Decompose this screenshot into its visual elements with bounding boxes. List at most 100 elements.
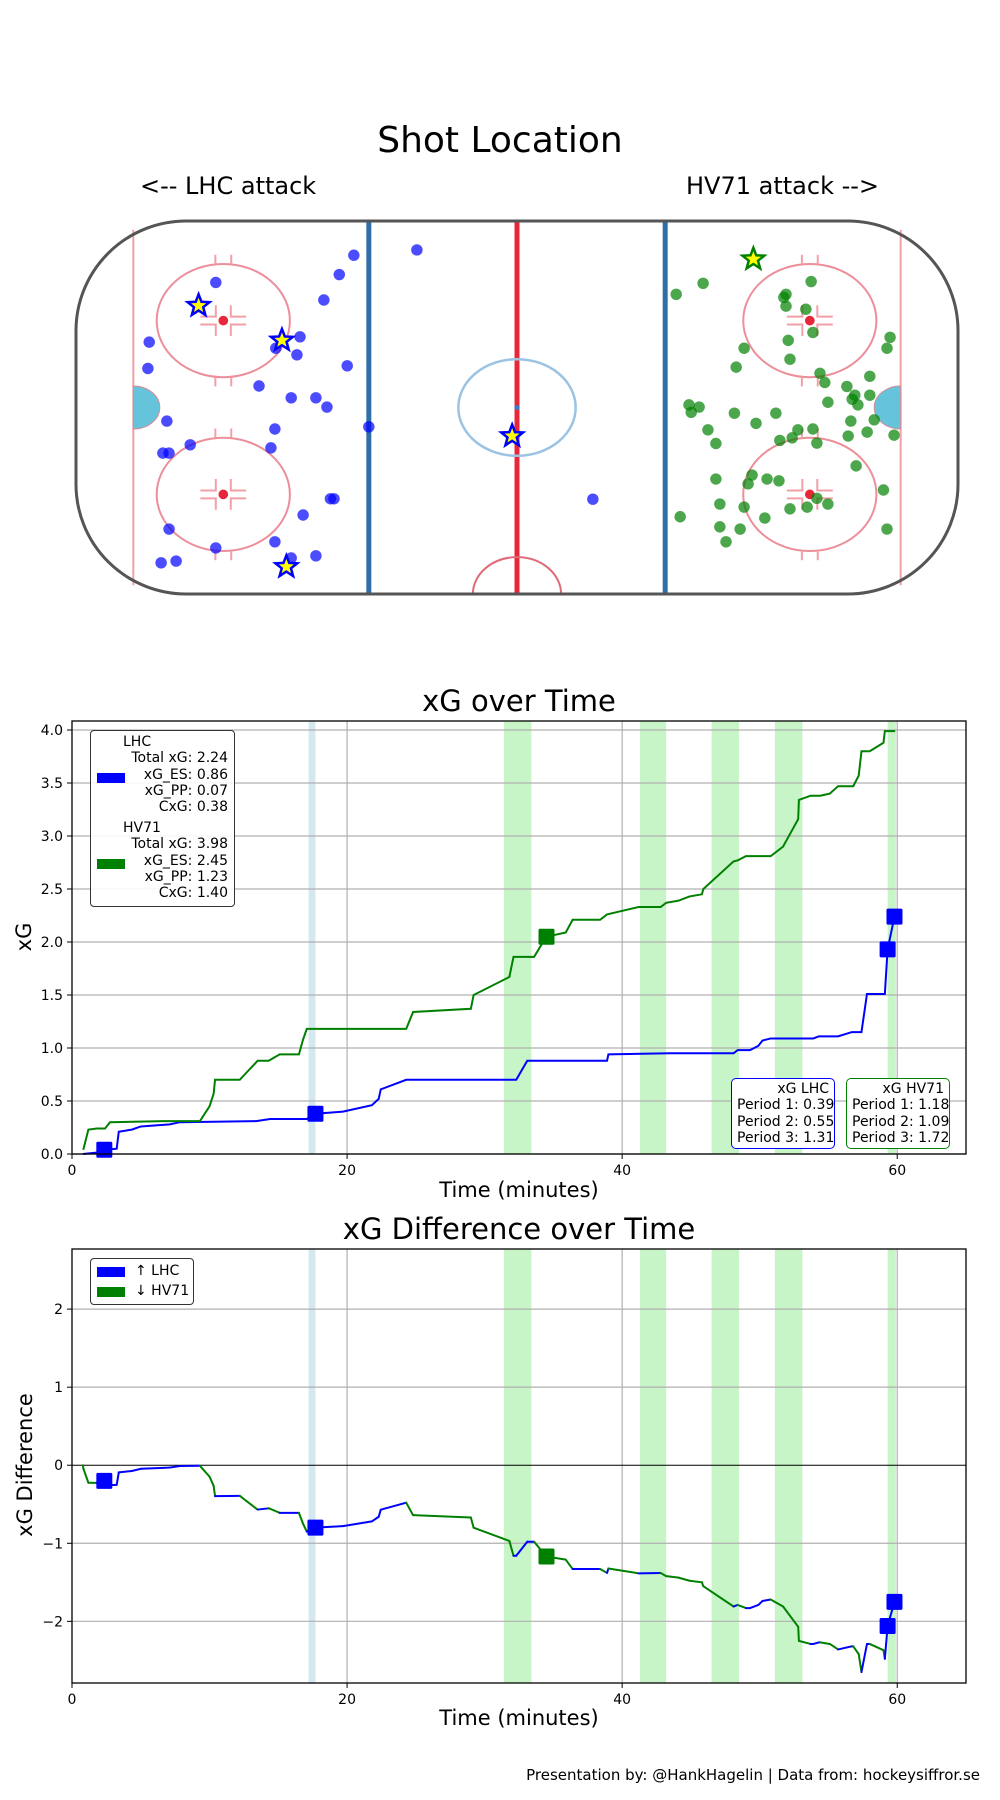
goal-marker-lhc [886, 908, 903, 925]
y-tick-label: 1 [54, 1380, 63, 1396]
goal-crease-right [874, 386, 900, 429]
center-circle [458, 359, 575, 456]
period-lhc-p1: Period 1: 0.39 [737, 1097, 835, 1114]
legend-hv71-cxg: CxG: 1.40 [158, 885, 228, 902]
shot-dot-hv71 [773, 475, 785, 487]
hv71-attack-label: HV71 attack --> [686, 172, 880, 200]
x-tick-label: 20 [338, 1163, 356, 1179]
series-line-lhc [82, 916, 896, 1155]
diff-goal-marker-hv71 [538, 1548, 555, 1565]
center-dot [514, 404, 520, 411]
diff-segment-lhc [377, 1508, 382, 1518]
legend-hv71-total: Total xG: 3.98 [131, 836, 228, 853]
diff-segment-lhc [256, 1507, 270, 1511]
diff-segment-hv71 [607, 1567, 640, 1575]
period-hv71-p2: Period 2: 1.09 [852, 1113, 950, 1130]
legend-lhc-name: LHC [123, 734, 152, 750]
faceoff-circle [743, 264, 876, 377]
legend-lhc-total: Total xG: 2.24 [131, 750, 228, 767]
shot-dot-hv71 [822, 498, 834, 510]
chart1-frame [71, 720, 967, 1155]
diff-goal-marker-lhc [879, 1618, 896, 1635]
faceoff-hash-mark [817, 479, 832, 490]
diff-segment-hv71 [688, 1579, 703, 1584]
shot-dot-lhc [265, 442, 277, 454]
x-tick-label: 60 [888, 1163, 906, 1179]
powerplay-band-hv71 [711, 1249, 740, 1683]
diff-segment-lhc [370, 1515, 380, 1523]
shot-dot-hv71 [822, 396, 834, 408]
shot-dot-lhc [253, 380, 265, 392]
shot-dot-hv71 [685, 406, 697, 419]
y-tick-label: 2.0 [41, 935, 63, 951]
shot-dot-hv71 [738, 501, 750, 513]
shot-dot-lhc [321, 401, 333, 413]
goal-marker-lhc [307, 1105, 324, 1122]
shot-dot-hv71 [801, 501, 813, 513]
shot-dot-hv71 [750, 417, 762, 430]
legend-text-hv71: HV71 Total xG: 3.98 xG_ES: 2.45 xG_PP: 1… [123, 820, 228, 901]
chart2-title: xG Difference over Time [342, 1212, 696, 1246]
goal-star-lhc [188, 294, 210, 315]
x-tick-label: 20 [338, 1692, 356, 1708]
goal-star-hv71 [742, 248, 764, 269]
faceoff-hash-mark [231, 479, 246, 490]
shot-dot-lhc [285, 392, 297, 404]
y-tick-label: −2 [42, 1614, 63, 1630]
faceoff-hash-mark [817, 305, 832, 316]
shot-dot-lhc [411, 244, 423, 256]
shot-dot-lhc [348, 249, 360, 261]
chart1-ylabel: xG [12, 922, 36, 952]
diff-segment-lhc [139, 1466, 165, 1470]
shot-dot-hv71 [730, 361, 742, 373]
referee-crease [473, 557, 561, 594]
shot-dot-lhc [341, 360, 353, 372]
shot-dot-hv71 [674, 511, 686, 523]
shot-dot-hv71 [811, 492, 823, 505]
shot-dot-hv71 [742, 478, 754, 490]
y-tick-label: −1 [42, 1536, 63, 1552]
legend-hv71-es: xG_ES: 2.45 [143, 852, 228, 869]
faceoff-hash-mark [200, 498, 215, 509]
faceoff-hash-mark [200, 479, 215, 490]
shot-dot-hv71 [784, 353, 796, 365]
shot-dot-hv71 [852, 399, 864, 411]
shot-dot-hv71 [714, 498, 726, 510]
shot-dot-hv71 [861, 426, 873, 438]
shot-dot-lhc [161, 415, 173, 427]
shot-dot-hv71 [868, 414, 880, 426]
shot-dot-lhc [210, 542, 222, 554]
shot-dot-hv71 [819, 376, 831, 389]
shot-dot-lhc [363, 421, 375, 433]
diff-segment-hv71 [797, 1639, 812, 1645]
diff-segment-hv71 [238, 1494, 248, 1503]
legend-text-lhc: LHC Total xG: 2.24 xG_ES: 0.86 xG_PP: 0.… [123, 734, 228, 815]
shot-dot-hv71 [697, 277, 709, 290]
faceoff-circle [157, 264, 290, 377]
diff-segment-hv71 [208, 1475, 215, 1487]
shot-dot-lhc [170, 555, 182, 567]
y-tick-label: 2.5 [41, 882, 63, 898]
shot-dot-hv71 [728, 407, 741, 419]
shot-dot-hv71 [850, 460, 862, 472]
legend-lhc-up-label: ↑ LHC [135, 1263, 180, 1279]
diff-segment-hv71 [659, 1572, 668, 1578]
diff-segment-hv71 [212, 1484, 217, 1498]
shot-dot-hv71 [792, 424, 804, 436]
faceoff-hash-mark [200, 325, 215, 336]
powerplay-band-hv71 [640, 1249, 667, 1683]
diff-segment-hv71 [82, 1467, 90, 1484]
footer-credits: Presentation by: @HankHagelin | Data fro… [526, 1766, 980, 1784]
powerplay-band-hv71 [887, 1249, 896, 1683]
diff-segment-hv71 [599, 1568, 609, 1574]
shot-dot-lhc [310, 550, 322, 562]
legend-hv71-down-label: ↓ HV71 [135, 1283, 190, 1299]
diff-segment-hv71 [852, 1645, 860, 1656]
diff-segment-hv71 [736, 1603, 747, 1610]
diff-segment-lhc [379, 1501, 408, 1511]
chart2-xlabel: Time (minutes) [439, 1706, 599, 1730]
legend-lhc-es: xG_ES: 0.86 [143, 766, 228, 783]
shot-dot-hv71 [811, 437, 823, 449]
diff-segment-lhc [168, 1465, 181, 1469]
diff-segment-hv71 [269, 1507, 281, 1514]
